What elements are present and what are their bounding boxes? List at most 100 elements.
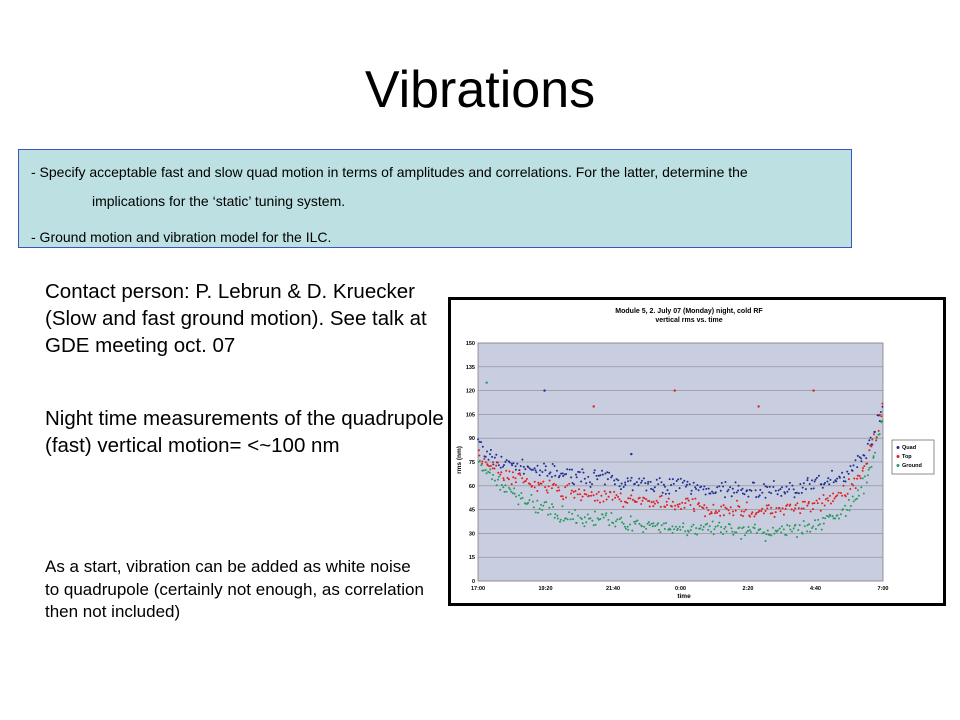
data-point-top	[652, 500, 655, 503]
data-point-ground	[527, 501, 530, 504]
data-point-ground	[511, 492, 514, 495]
data-point-ground	[716, 524, 719, 527]
data-point-ground	[738, 526, 741, 529]
data-point-ground	[593, 510, 596, 513]
outlier-point-top	[592, 405, 595, 408]
data-point-top	[581, 495, 584, 498]
data-point-ground	[746, 529, 749, 532]
data-point-top	[542, 480, 545, 483]
data-point-ground	[586, 513, 589, 516]
data-point-ground	[872, 456, 875, 459]
data-point-quad	[561, 472, 564, 475]
data-point-ground	[786, 524, 789, 526]
data-point-top	[671, 500, 674, 503]
data-point-quad	[627, 480, 629, 483]
data-point-top	[819, 509, 822, 512]
data-point-quad	[604, 472, 607, 475]
data-point-quad	[828, 483, 831, 486]
data-point-top	[758, 509, 761, 512]
data-point-ground	[694, 532, 697, 535]
data-point-quad	[705, 487, 708, 490]
data-point-quad	[624, 483, 627, 486]
data-point-ground	[636, 519, 639, 522]
data-point-top	[622, 505, 625, 508]
data-point-top	[832, 500, 834, 503]
data-point-top	[684, 502, 687, 505]
data-point-ground	[503, 490, 506, 493]
data-point-top	[794, 504, 797, 507]
data-point-ground	[633, 520, 636, 523]
data-point-quad	[788, 488, 791, 491]
data-point-top	[611, 498, 614, 501]
chart-subtitle: vertical rms vs. time	[655, 317, 722, 324]
data-point-quad	[800, 491, 803, 494]
data-point-quad	[772, 486, 775, 488]
data-point-top	[824, 498, 827, 501]
data-point-top	[815, 499, 818, 502]
data-point-quad	[644, 482, 647, 485]
data-point-top	[507, 478, 510, 481]
data-point-ground	[532, 500, 534, 503]
data-point-ground	[802, 520, 805, 522]
data-point-quad	[595, 474, 598, 477]
data-point-top	[605, 498, 608, 501]
data-point-quad	[711, 490, 714, 493]
data-point-ground	[574, 509, 577, 511]
data-point-quad	[802, 482, 805, 485]
data-point-top	[524, 480, 527, 482]
data-point-ground	[551, 503, 553, 506]
data-point-quad	[553, 465, 556, 467]
data-point-ground	[581, 522, 584, 525]
data-point-quad	[668, 492, 671, 495]
data-point-quad	[784, 492, 787, 495]
data-point-top	[870, 445, 873, 448]
data-point-top	[489, 464, 492, 467]
data-point-quad	[766, 486, 769, 489]
data-point-ground	[624, 527, 627, 530]
data-point-ground	[863, 475, 866, 478]
data-point-ground	[626, 525, 629, 528]
data-point-ground	[832, 517, 835, 520]
data-point-top	[664, 506, 667, 508]
data-point-ground	[502, 486, 505, 489]
data-point-top	[605, 492, 607, 495]
data-point-top	[800, 507, 803, 510]
data-point-quad	[679, 477, 682, 480]
data-point-quad	[750, 489, 753, 492]
data-point-quad	[808, 483, 811, 485]
data-point-quad	[878, 420, 881, 423]
data-point-quad	[704, 493, 707, 496]
data-point-ground	[575, 521, 578, 524]
objective-item-ground-motion: - Ground motion and vibration model for …	[31, 229, 332, 245]
data-point-top	[818, 497, 821, 500]
data-point-top	[784, 507, 787, 510]
data-point-top	[659, 505, 662, 508]
data-point-ground	[734, 531, 736, 534]
data-point-top	[837, 491, 840, 494]
data-point-quad	[755, 496, 758, 499]
data-point-quad	[477, 438, 479, 441]
data-point-ground	[543, 501, 546, 504]
data-point-quad	[851, 469, 854, 472]
data-point-ground	[524, 502, 527, 505]
data-point-ground	[548, 506, 551, 509]
data-point-ground	[521, 496, 524, 499]
data-point-quad	[740, 489, 743, 492]
data-point-ground	[761, 532, 764, 535]
data-point-quad	[761, 491, 764, 494]
data-point-top	[807, 500, 810, 503]
data-point-quad	[695, 488, 698, 490]
data-point-ground	[753, 527, 756, 530]
data-point-top	[533, 486, 536, 489]
data-point-ground	[742, 526, 745, 529]
data-point-ground	[747, 526, 750, 528]
data-point-quad	[558, 474, 561, 477]
data-point-quad	[776, 493, 779, 496]
data-point-ground	[538, 507, 541, 510]
data-point-top	[562, 498, 565, 501]
data-point-quad	[670, 484, 673, 486]
data-point-ground	[844, 504, 847, 507]
data-point-ground	[712, 533, 715, 536]
data-point-top	[821, 502, 824, 505]
data-point-quad	[530, 468, 533, 471]
